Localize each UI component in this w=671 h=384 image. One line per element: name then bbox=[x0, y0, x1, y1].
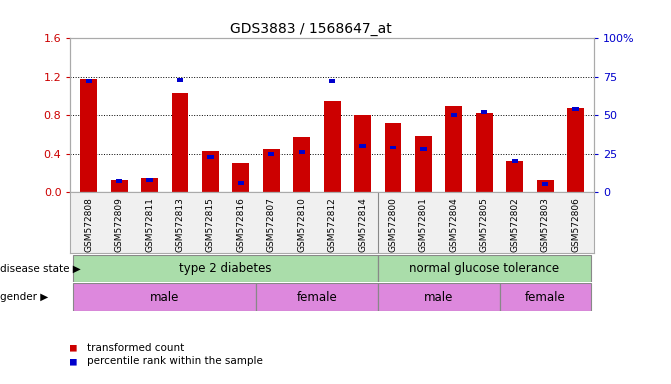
Title: GDS3883 / 1568647_at: GDS3883 / 1568647_at bbox=[230, 22, 392, 36]
Bar bbox=[141, 177, 158, 192]
Text: female: female bbox=[297, 291, 338, 304]
Bar bbox=[481, 110, 487, 114]
Bar bbox=[177, 78, 183, 82]
Bar bbox=[415, 136, 432, 192]
Bar bbox=[256, 283, 378, 311]
Text: GSM572812: GSM572812 bbox=[327, 197, 337, 252]
Text: male: male bbox=[150, 291, 179, 304]
Bar bbox=[542, 182, 548, 186]
Bar bbox=[268, 152, 274, 156]
Bar bbox=[172, 93, 189, 192]
Text: GSM572806: GSM572806 bbox=[571, 197, 580, 252]
Bar bbox=[354, 115, 371, 192]
Bar bbox=[202, 151, 219, 192]
Bar bbox=[451, 113, 457, 117]
Text: GSM572800: GSM572800 bbox=[389, 197, 397, 252]
Text: GSM572813: GSM572813 bbox=[176, 197, 185, 252]
Text: transformed count: transformed count bbox=[87, 343, 185, 353]
Bar bbox=[507, 161, 523, 192]
Bar bbox=[476, 113, 493, 192]
Bar bbox=[420, 147, 427, 151]
Bar bbox=[567, 109, 584, 192]
Text: normal glucose tolerance: normal glucose tolerance bbox=[409, 262, 560, 275]
Text: percentile rank within the sample: percentile rank within the sample bbox=[87, 356, 263, 366]
Bar bbox=[360, 144, 366, 148]
Bar bbox=[81, 79, 97, 192]
Text: GSM572808: GSM572808 bbox=[85, 197, 93, 252]
Text: GSM572801: GSM572801 bbox=[419, 197, 428, 252]
Text: male: male bbox=[424, 291, 454, 304]
Text: ■: ■ bbox=[70, 343, 77, 353]
Text: ■: ■ bbox=[70, 356, 77, 366]
Text: GSM572809: GSM572809 bbox=[115, 197, 123, 252]
Text: GSM572805: GSM572805 bbox=[480, 197, 488, 252]
Bar bbox=[238, 181, 244, 185]
Bar bbox=[378, 255, 590, 282]
Text: GSM572815: GSM572815 bbox=[206, 197, 215, 252]
Text: GSM572807: GSM572807 bbox=[267, 197, 276, 252]
Text: type 2 diabetes: type 2 diabetes bbox=[179, 262, 272, 275]
Bar bbox=[390, 146, 396, 149]
Bar bbox=[111, 180, 127, 192]
Bar bbox=[146, 178, 153, 182]
Text: GSM572811: GSM572811 bbox=[145, 197, 154, 252]
Bar bbox=[85, 79, 92, 83]
Bar bbox=[329, 79, 336, 83]
Bar bbox=[74, 283, 256, 311]
Bar bbox=[499, 283, 590, 311]
Bar bbox=[293, 137, 310, 192]
Text: GSM572804: GSM572804 bbox=[450, 197, 458, 252]
Text: GSM572810: GSM572810 bbox=[297, 197, 306, 252]
Bar bbox=[116, 179, 122, 183]
Text: gender ▶: gender ▶ bbox=[0, 292, 48, 302]
Bar bbox=[384, 123, 401, 192]
Bar bbox=[207, 155, 213, 159]
Bar bbox=[511, 159, 518, 163]
Bar bbox=[263, 149, 280, 192]
Bar bbox=[74, 255, 378, 282]
Bar bbox=[324, 101, 340, 192]
Text: GSM572803: GSM572803 bbox=[541, 197, 550, 252]
Text: GSM572814: GSM572814 bbox=[358, 197, 367, 252]
Bar bbox=[537, 180, 554, 192]
Bar bbox=[446, 106, 462, 192]
Text: female: female bbox=[525, 291, 566, 304]
Bar bbox=[232, 163, 249, 192]
Text: disease state ▶: disease state ▶ bbox=[0, 263, 81, 273]
Text: GSM572816: GSM572816 bbox=[236, 197, 246, 252]
Text: GSM572802: GSM572802 bbox=[510, 197, 519, 252]
Bar bbox=[572, 107, 579, 111]
Bar bbox=[378, 283, 499, 311]
Bar bbox=[299, 150, 305, 154]
